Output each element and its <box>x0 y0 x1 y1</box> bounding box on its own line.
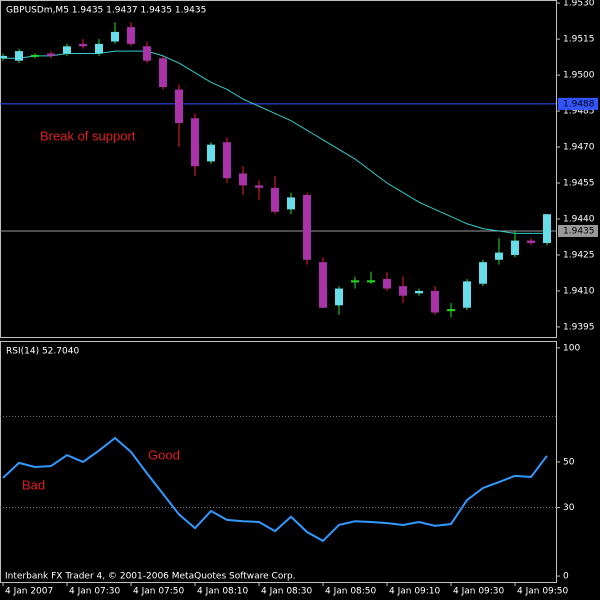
candle-body <box>191 118 199 167</box>
candle-body <box>319 262 327 308</box>
candle-body <box>351 280 359 283</box>
candle-body <box>415 290 423 294</box>
candle-body <box>287 197 295 210</box>
y-tick-label: 1.9425 <box>563 250 595 260</box>
x-tick-label: 4 Jan 08:10 <box>197 587 249 597</box>
x-tick-label: 4 Jan 07:50 <box>133 587 185 597</box>
x-tick-label: 4 Jan 08:30 <box>261 587 313 597</box>
candle-body <box>447 309 455 312</box>
candle-body <box>0 55 7 59</box>
chart-title: GBPUSDm,M5 1.9435 1.9437 1.9435 1.9435 <box>6 6 206 16</box>
candle-body <box>159 58 167 88</box>
candle-body <box>79 43 87 47</box>
y-tick-label: 1.9500 <box>563 71 595 81</box>
y-tick-label: 1.9455 <box>563 179 595 189</box>
y-tick-label: 1.9410 <box>563 286 595 296</box>
candle-body <box>223 142 231 179</box>
price-label-box <box>558 224 598 237</box>
candle-body <box>175 89 183 124</box>
candle-body <box>335 288 343 306</box>
price-label: 1.9435 <box>563 226 595 236</box>
candle-body <box>143 46 151 61</box>
y-tick-label: 100 <box>563 343 580 353</box>
candle-body <box>367 280 375 283</box>
rsi-title: RSI(14) 52.7040 <box>6 347 79 357</box>
candle-body <box>127 27 135 44</box>
y-tick-label: 1.9395 <box>563 322 595 332</box>
candle-body <box>495 252 503 260</box>
candle-body <box>255 185 263 188</box>
candle-body <box>543 214 551 243</box>
annotation: Good <box>148 447 180 462</box>
candle-body <box>239 173 247 186</box>
footer: Interbank FX Trader 4, © 2001-2006 MetaQ… <box>5 572 296 582</box>
candle-body <box>63 46 71 54</box>
candle-body <box>303 195 311 260</box>
candle-body <box>479 262 487 284</box>
y-tick-label: 1.9470 <box>563 143 595 153</box>
candle-body <box>207 144 215 162</box>
x-tick-label: 4 Jan 09:50 <box>517 587 569 597</box>
x-tick-label: 4 Jan 2007 <box>5 587 53 597</box>
candle-body <box>431 290 439 313</box>
price-label: 1.9488 <box>563 99 595 109</box>
rsi-line <box>2 436 548 543</box>
candle-body <box>383 278 391 289</box>
candle-body <box>47 53 55 56</box>
annotation: Break of support <box>40 128 136 143</box>
candle-body <box>111 31 119 42</box>
y-tick-label: 0 <box>563 572 569 582</box>
price-panel <box>0 0 557 338</box>
candle-body <box>527 240 535 243</box>
y-tick-label: 50 <box>563 457 575 467</box>
price-label-box <box>558 97 598 110</box>
y-tick-label: 1.9485 <box>563 107 595 117</box>
candle-body <box>463 281 471 308</box>
moving-average <box>3 50 547 234</box>
y-tick-label: 1.9440 <box>563 214 595 224</box>
candle-body <box>31 54 39 57</box>
x-tick-label: 4 Jan 07:30 <box>69 587 121 597</box>
annotation: Bad <box>22 477 45 492</box>
candle-body <box>95 43 103 54</box>
candle-body <box>511 240 519 255</box>
x-tick-label: 4 Jan 09:30 <box>453 587 505 597</box>
y-tick-label: 1.9515 <box>563 35 595 45</box>
y-tick-label: 30 <box>563 503 575 513</box>
candle-body <box>15 51 23 61</box>
x-tick-label: 4 Jan 09:10 <box>389 587 441 597</box>
x-tick-label: 4 Jan 08:50 <box>325 587 377 597</box>
candle-body <box>399 286 407 296</box>
candle-body <box>271 187 279 212</box>
y-tick-label: 1.9530 <box>563 0 595 9</box>
